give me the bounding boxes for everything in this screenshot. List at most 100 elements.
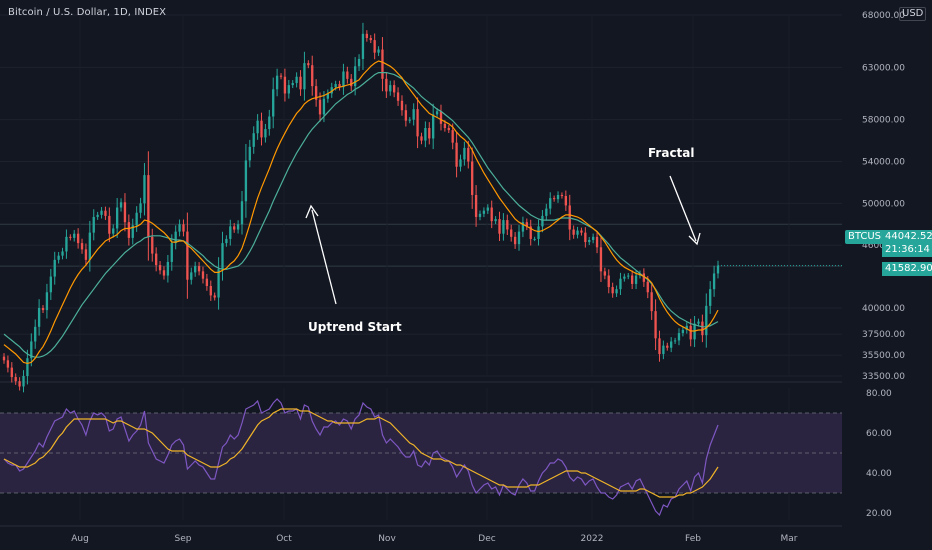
candle-body [482,210,486,214]
candle-body [588,239,591,243]
candle-body [14,377,17,382]
candle-body [322,98,326,115]
candle-body [37,307,41,327]
candle-body [104,210,107,216]
candle-body [510,229,513,237]
candle-body [404,110,408,121]
candle-body [201,271,205,279]
candle-body [158,265,162,271]
candle-body [467,147,470,162]
candle-body [279,75,283,77]
candle-body [392,85,396,93]
candle-body [478,213,482,217]
candle-body [30,341,33,359]
candle-body [400,100,404,111]
candle-body [455,142,458,167]
candle-body [611,287,614,294]
candle-body [92,216,95,233]
candle-body [697,321,700,324]
fractal-label: Fractal [648,146,695,160]
candle-body [10,367,13,378]
candle-body [525,222,528,227]
candle-body [494,219,497,222]
ma-fast-line [3,60,719,365]
candle-body [123,202,127,223]
candle-body [135,212,138,226]
candle-body [41,307,45,311]
candle-body [646,281,649,293]
candle-body [221,243,224,270]
candle-body [595,236,599,248]
candle-body [186,231,189,280]
candle-body [373,40,376,53]
candle-body [365,33,369,39]
time-tick-label: Aug [71,534,89,544]
candle-body [662,345,665,355]
candle-body [49,276,52,293]
time-tick-label: Feb [685,534,701,544]
candle-body [447,128,450,131]
price-tick-label: 50000.00 [862,199,905,209]
candle-body [213,295,216,298]
rsi-line [3,398,719,517]
candle-body [654,311,657,339]
candle-body [162,270,166,276]
fractal-arrow-head [688,232,701,246]
candle-body [287,85,290,94]
candle-body [670,341,673,348]
candle-body [490,207,493,222]
candle-body [225,238,228,244]
candle-body [166,261,170,276]
candle-body [119,202,123,208]
fractal-arrow-shaft [669,175,697,242]
candle-body [22,376,25,387]
candle-body [131,225,134,238]
candle-body [584,232,587,243]
rsi-lines [3,398,719,517]
candle-body [634,275,638,284]
candle-body [73,233,76,238]
candle-body [209,286,212,296]
candle-body [143,175,146,204]
candle-body [76,233,80,244]
uptrend-arrow-head [305,204,319,219]
candle-body [459,159,462,167]
price-tick-label: 40000.00 [862,304,905,314]
time-tick-label: Sep [175,534,192,544]
time-tick-label: Dec [478,534,495,544]
candle-body [45,292,49,311]
time-tick-label: Nov [378,534,396,544]
candle-body [307,63,310,66]
rsi-tick-label: 40.00 [866,469,892,479]
candle-body [599,247,603,272]
candle-body [389,85,392,92]
candle-body [112,228,115,234]
candle-body [576,230,579,235]
candle-body [474,194,478,217]
candle-body [658,338,661,355]
candle-body [314,86,318,100]
candle-body [677,333,681,341]
price-tick-label: 63000.00 [862,63,905,73]
candle-body [420,136,423,141]
currency-selector[interactable]: USD [899,7,927,21]
candle-body [560,194,564,197]
candle-body [326,93,330,99]
candle-body [533,238,536,240]
candle-body [712,273,716,290]
candle-body [174,231,177,244]
candle-body [248,146,251,161]
candle-body [350,78,353,87]
candle-body [303,63,306,90]
candle-body [57,255,60,260]
candle-body [170,243,173,262]
moving-averages [3,60,719,365]
last-price-tag: 44042.52 [882,230,932,244]
candle-body [256,120,259,134]
candle-body [642,273,646,282]
candle-body [194,266,197,273]
price-tick-label: 58000.00 [862,116,905,126]
price-tick-label: 68000.00 [862,11,905,21]
uptrend-start-label: Uptrend Start [308,320,402,334]
candle-body [623,276,626,279]
